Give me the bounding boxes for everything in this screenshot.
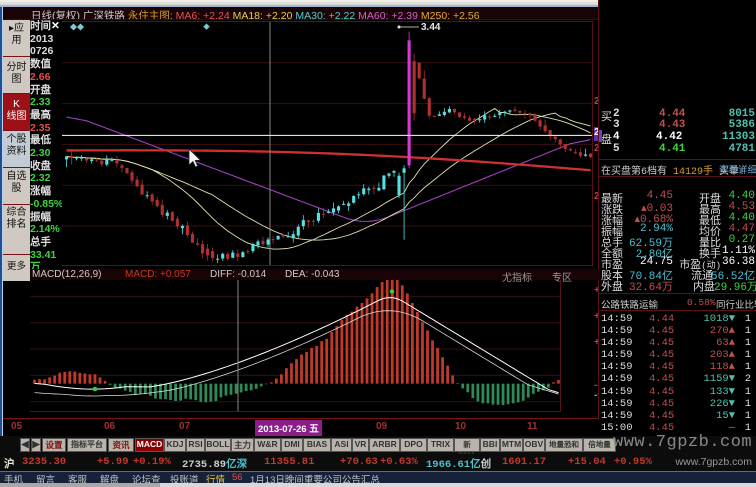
svg-text:3.44: 3.44	[421, 22, 441, 33]
